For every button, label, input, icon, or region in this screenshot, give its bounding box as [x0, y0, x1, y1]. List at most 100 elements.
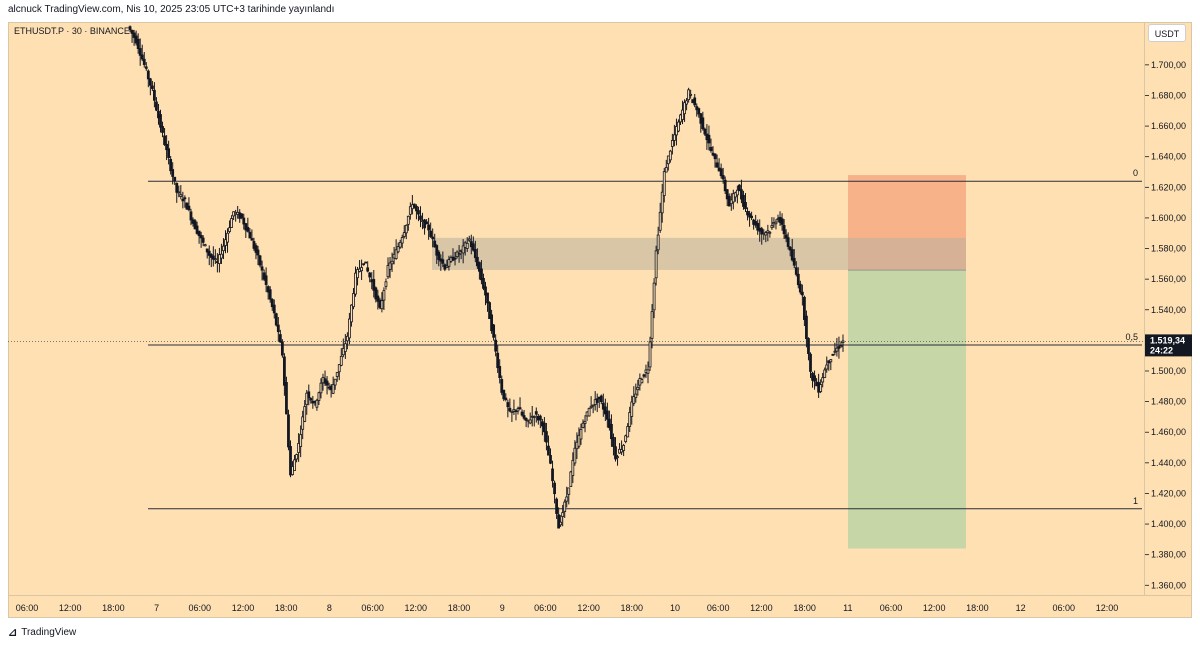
- candle-body: [794, 267, 798, 275]
- candle-body: [408, 206, 412, 215]
- candle-body: [148, 78, 152, 86]
- candle-body: [413, 203, 416, 208]
- candle-body: [770, 225, 774, 229]
- candle-body: [224, 239, 227, 246]
- candle-body: [829, 359, 833, 363]
- price-axis[interactable]: [1145, 22, 1192, 596]
- candle-body: [394, 249, 398, 260]
- candle-body: [415, 205, 418, 212]
- candle-body: [155, 101, 158, 111]
- candle-body: [654, 250, 658, 279]
- candle-body: [565, 496, 569, 502]
- symbol-label: ETHUSDT.P · 30 · BINANCE: [14, 26, 130, 36]
- candle-body: [813, 375, 816, 382]
- candle-body: [538, 415, 542, 421]
- candle-body: [634, 393, 638, 399]
- candle-body: [150, 85, 154, 89]
- candle-body: [297, 443, 301, 453]
- candle-body: [343, 343, 347, 352]
- footer-brand: ⊿ TradingView: [8, 626, 76, 639]
- candle-body: [278, 334, 282, 343]
- candle-body: [626, 426, 630, 438]
- candle-body: [616, 456, 619, 459]
- candle-body: [498, 366, 502, 379]
- candle-body: [272, 304, 276, 314]
- candle-body: [171, 169, 175, 177]
- x-tick-label: 06:00: [361, 603, 384, 613]
- candle-body: [746, 210, 749, 216]
- publish-header: alcnuck TradingView.com, Nis 10, 2025 23…: [8, 4, 335, 15]
- candle-body: [636, 386, 640, 391]
- candle-body: [624, 435, 628, 442]
- candle-body: [567, 487, 571, 495]
- candle-body: [144, 66, 148, 69]
- candle-body: [230, 218, 233, 228]
- candle-body: [240, 213, 244, 218]
- candle-body: [652, 282, 656, 311]
- candle-body: [805, 315, 808, 340]
- candle-body: [256, 249, 260, 256]
- candle-body: [360, 267, 363, 272]
- candle-body: [508, 407, 512, 412]
- candle-body: [130, 29, 134, 34]
- candle-body: [534, 411, 538, 415]
- candle-body: [839, 345, 843, 348]
- candle-body: [317, 392, 321, 401]
- candle-body: [524, 417, 528, 421]
- y-tick-label: 1.580,00: [1151, 244, 1186, 254]
- candle-body: [695, 106, 699, 111]
- currency-button[interactable]: USDT: [1148, 24, 1186, 42]
- candle-body: [502, 389, 506, 400]
- candle-body: [335, 372, 339, 377]
- candle-body: [287, 414, 290, 448]
- candle-body: [417, 210, 420, 215]
- candle-body: [136, 38, 140, 49]
- candle-body: [248, 231, 252, 239]
- candle-body: [551, 468, 554, 482]
- candle-body: [276, 324, 280, 333]
- candle-body: [374, 287, 378, 300]
- x-tick-label: 12:00: [59, 603, 82, 613]
- candle-body: [518, 407, 522, 410]
- candle-body: [677, 121, 680, 132]
- candle-body: [177, 191, 181, 194]
- candle-body: [673, 134, 676, 141]
- candle-body: [218, 254, 221, 264]
- candle-body: [803, 296, 806, 320]
- candle-body: [197, 230, 201, 237]
- candle-body: [786, 237, 790, 247]
- y-tick-label: 1.500,00: [1151, 366, 1186, 376]
- candle-body: [490, 314, 493, 332]
- candle-body: [473, 249, 477, 259]
- candle-body: [268, 289, 272, 300]
- candle-body: [488, 302, 491, 320]
- candle-body: [784, 234, 788, 239]
- candle-body: [222, 245, 225, 252]
- candle-body: [612, 436, 615, 447]
- candle-body: [453, 257, 457, 260]
- candle-body: [153, 89, 156, 101]
- candle-body: [683, 102, 686, 115]
- candle-body: [195, 225, 199, 234]
- candle-body: [549, 455, 552, 464]
- candle-body: [573, 447, 577, 464]
- candle-body: [189, 211, 193, 221]
- brand-label: TradingView: [21, 627, 77, 638]
- current-price-countdown: 24:22: [1150, 345, 1173, 355]
- candle-body: [569, 471, 573, 487]
- candle-body: [441, 259, 445, 264]
- candle-body: [774, 221, 778, 225]
- candle-body: [305, 392, 309, 406]
- candle-body: [337, 364, 341, 373]
- candle-body: [260, 266, 264, 271]
- candle-body: [128, 26, 132, 31]
- candle-body: [516, 408, 520, 412]
- candle-body: [165, 143, 168, 151]
- time-axis[interactable]: [8, 596, 1192, 618]
- x-tick-label: 12:00: [405, 603, 428, 613]
- y-tick-label: 1.560,00: [1151, 274, 1186, 284]
- candle-body: [201, 237, 205, 243]
- candle-body: [161, 126, 164, 133]
- target-zone: [848, 269, 966, 549]
- candle-body: [522, 415, 526, 419]
